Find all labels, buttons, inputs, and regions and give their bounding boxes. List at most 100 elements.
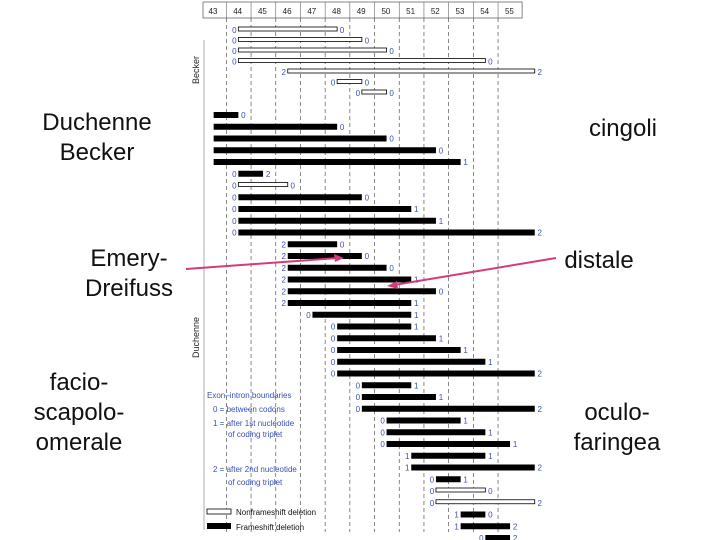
frameshift-deletion-bar	[287, 300, 412, 306]
boundary-left-label: 0	[356, 89, 361, 98]
legend-item-4: of coding triplet	[228, 478, 283, 487]
exon-label: 54	[480, 7, 489, 16]
emery-dreifuss-arrow	[185, 257, 339, 270]
frameshift-deletion-bar	[337, 335, 436, 342]
boundary-right-label: 0	[389, 264, 394, 273]
frameshift-deletion-bar	[213, 112, 239, 118]
label-oculo-faringea: oculo- faringea	[573, 399, 661, 456]
boundary-right-label: 2	[538, 370, 543, 379]
frameshift-deletion-bar	[213, 159, 461, 165]
boundary-right-label: 1	[463, 346, 468, 355]
group-labels: Becker Duchenne	[191, 56, 201, 358]
boundary-left-label: 0	[430, 487, 435, 496]
arrows	[185, 254, 557, 289]
boundary-right-label: 1	[414, 311, 419, 320]
legend-item-0: 0 = between codons	[213, 405, 285, 414]
boundary-left-label: 0	[331, 370, 336, 379]
boundary-left-label: 0	[232, 205, 237, 214]
boundary-left-label: 0	[356, 405, 361, 414]
deletion-bars: 0 0 0 0 0 0 0 0 2 2 0 0 0 0 0 0 0 0 1 0 2 0 0 0 0 0 1 0 1 0 2 2 0 2 0 2 0 2 1 2…	[213, 26, 543, 540]
frameshift-deletion-bar	[386, 441, 511, 447]
boundary-right-label: 1	[463, 475, 468, 484]
label-distale: distale	[564, 247, 634, 274]
boundary-right-label: 2	[513, 522, 518, 531]
boundary-left-label: 2	[282, 287, 287, 296]
boundary-left-label: 1	[405, 452, 410, 461]
boundary-right-label: 1	[488, 428, 493, 437]
boundary-left-label: 0	[232, 182, 237, 191]
nonframeshift-deletion-bar	[237, 26, 338, 32]
frameshift-deletion-bar	[337, 370, 535, 377]
exon-label: 47	[307, 7, 316, 16]
boundary-left-label: 0	[331, 79, 336, 88]
boundary-left-label: 0	[430, 499, 435, 508]
exon-label: 50	[381, 7, 390, 16]
nonframeshift-deletion-bar	[237, 37, 363, 42]
becker-group-label: Becker	[191, 56, 201, 84]
boundary-right-label: 0	[365, 193, 370, 202]
exon-label: 51	[406, 7, 415, 16]
frameshift-deletion-bar	[337, 347, 461, 353]
boundary-left-label: 0	[331, 346, 336, 355]
frameshift-deletion-bar	[386, 429, 486, 436]
frameshift-deletion-bar	[213, 147, 436, 154]
boundary-right-label: 0	[340, 123, 345, 132]
frameshift-deletion-bar	[337, 358, 486, 365]
frameshift-deletion-bar	[238, 170, 264, 177]
boundary-left-label: 0	[232, 170, 237, 179]
nonframeshift-deletion-bar	[237, 182, 289, 187]
frameshift-deletion-bar	[238, 194, 362, 201]
frameshift-deletion-bar	[411, 464, 535, 471]
distale-arrowhead	[387, 281, 398, 289]
boundary-left-label: 0	[356, 381, 361, 390]
boundary-left-label: 0	[331, 334, 336, 343]
frameshift-deletion-bar	[460, 523, 511, 530]
boundary-right-label: 1	[414, 323, 419, 332]
boundary-left-label: 0	[232, 26, 237, 35]
legend-nonframeshift-swatch	[206, 508, 232, 515]
boundary-right-label: 1	[513, 440, 518, 449]
boundary-left-label: 0	[232, 229, 237, 238]
boundary-left-label: 0	[430, 475, 435, 484]
boundary-right-label: 1	[488, 358, 493, 367]
boundary-right-label: 0	[439, 146, 444, 155]
exon-label: 55	[505, 7, 514, 16]
legend-item-2: of coding triplet	[228, 430, 283, 439]
frameshift-deletion-bar	[460, 511, 486, 518]
boundary-left-label: 0	[380, 417, 385, 426]
frameshift-deletion-bar	[361, 405, 535, 412]
boundary-left-label: 1	[405, 464, 410, 473]
frameshift-deletion-bar	[411, 452, 486, 459]
exon-label: 53	[456, 7, 465, 16]
frameshift-deletion-bar	[238, 206, 412, 212]
exon-header: 43 44 45 46 47 48 49 50 51 52 53 54 55	[202, 1, 523, 19]
frameshift-deletion-bar	[287, 253, 362, 259]
frameshift-deletion-bar	[287, 276, 412, 283]
legend-title: Exon–intron boundaries	[207, 391, 292, 400]
frameshift-deletion-bar	[361, 394, 436, 400]
boundary-left-label: 2	[282, 68, 287, 77]
boundary-left-label: 0	[232, 193, 237, 202]
boundary-left-label: 0	[232, 58, 237, 67]
label-facio-scapolo-omerale: facio- scapolo- omerale	[33, 369, 125, 456]
nonframeshift-deletion-bar	[435, 499, 536, 505]
boundary-right-label: 0	[488, 58, 493, 67]
frameshift-deletion-bar	[386, 417, 461, 424]
legend-nonframeshift-label: Nonframeshift deletion	[236, 508, 316, 517]
boundary-right-label: 1	[439, 217, 444, 226]
legend: Exon–intron boundaries 0 = between codon…	[206, 391, 316, 532]
boundary-right-label: 2	[538, 68, 543, 77]
boundary-left-label: 2	[282, 240, 287, 249]
boundary-left-label: 0	[232, 217, 237, 226]
exon-label: 43	[209, 7, 218, 16]
boundary-right-label: 0	[439, 287, 444, 296]
boundary-right-label: 0	[241, 111, 246, 120]
nonframeshift-deletion-bar	[361, 89, 387, 95]
boundary-left-label: 0	[356, 393, 361, 402]
exon-label: 46	[283, 7, 292, 16]
boundary-right-label: 0	[340, 240, 345, 249]
frameshift-deletion-bar	[238, 217, 436, 224]
boundary-left-label: 0	[380, 440, 385, 449]
boundary-right-label: 2	[538, 229, 543, 238]
